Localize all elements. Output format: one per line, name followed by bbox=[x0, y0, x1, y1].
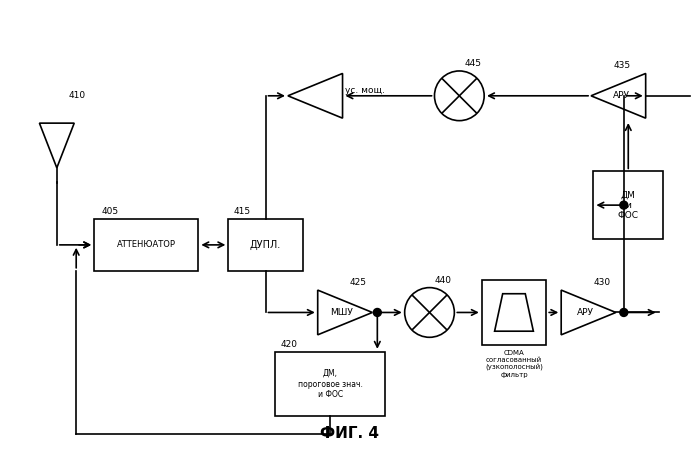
Circle shape bbox=[435, 71, 484, 121]
Text: АРУ: АРУ bbox=[577, 308, 594, 317]
Polygon shape bbox=[495, 294, 533, 331]
Text: 420: 420 bbox=[281, 340, 297, 349]
Circle shape bbox=[620, 201, 628, 209]
Text: 435: 435 bbox=[613, 61, 631, 70]
Bar bbox=[94, 219, 198, 271]
Text: 440: 440 bbox=[435, 276, 452, 285]
Polygon shape bbox=[318, 290, 372, 335]
Bar bbox=[276, 352, 385, 416]
Text: ФИГ. 4: ФИГ. 4 bbox=[321, 426, 379, 441]
Text: 415: 415 bbox=[233, 207, 251, 216]
Polygon shape bbox=[288, 74, 342, 118]
Text: ДУПЛ.: ДУПЛ. bbox=[250, 240, 281, 250]
Text: АТТЕНЮАТОР: АТТЕНЮАТОР bbox=[117, 240, 176, 249]
Polygon shape bbox=[591, 74, 645, 118]
Bar bbox=[594, 171, 663, 239]
Text: 405: 405 bbox=[102, 207, 119, 216]
Text: АРУ: АРУ bbox=[612, 91, 630, 100]
Circle shape bbox=[373, 308, 382, 317]
Polygon shape bbox=[39, 123, 74, 168]
Text: ДМ
и
ФОС: ДМ и ФОС bbox=[618, 190, 639, 220]
Polygon shape bbox=[561, 290, 616, 335]
Text: 410: 410 bbox=[69, 91, 86, 100]
Bar bbox=[228, 219, 303, 271]
Text: 430: 430 bbox=[594, 278, 610, 287]
Circle shape bbox=[620, 308, 628, 317]
Bar bbox=[482, 280, 546, 345]
Text: 445: 445 bbox=[464, 59, 482, 68]
Text: 425: 425 bbox=[350, 278, 367, 287]
Text: ус. мощ.: ус. мощ. bbox=[344, 86, 384, 95]
Text: МШУ: МШУ bbox=[330, 308, 354, 317]
Text: CDMA
согласованный
(узкополосный)
фильтр: CDMA согласованный (узкополосный) фильтр bbox=[485, 350, 543, 378]
Circle shape bbox=[405, 288, 454, 337]
Text: ДМ,
пороговое знач.
и ФОС: ДМ, пороговое знач. и ФОС bbox=[298, 369, 363, 399]
